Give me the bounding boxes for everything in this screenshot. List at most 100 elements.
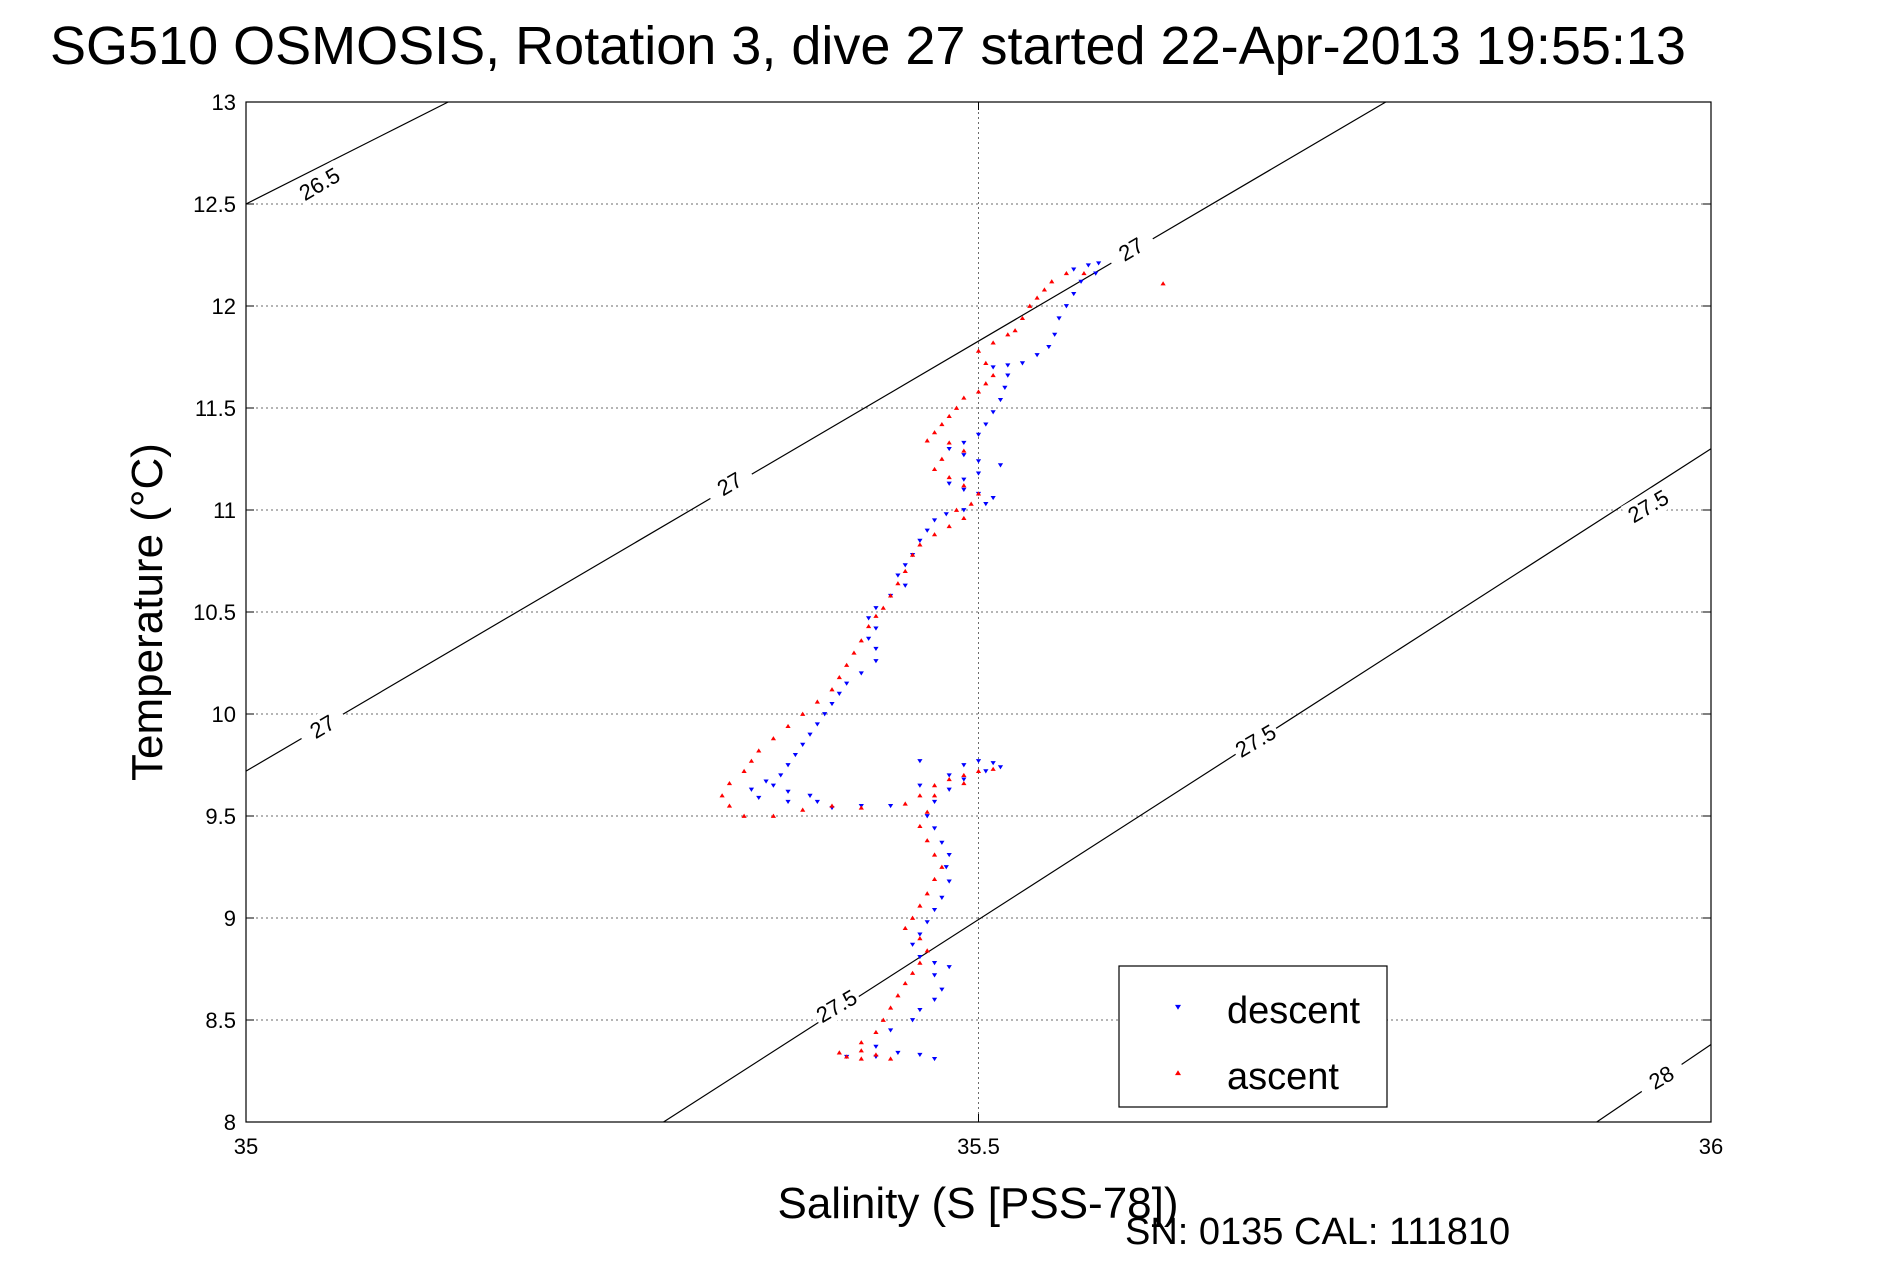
ascent-point [844,662,850,667]
legend-marker-descent [1175,1004,1181,1010]
descent-point [939,895,945,900]
descent-point [888,803,894,809]
ascent-point [888,593,894,598]
ascent-point [917,960,923,965]
ascent-point [946,413,952,418]
descent-point [763,779,769,784]
ascent-point [902,801,908,806]
descent-point [792,752,798,758]
descent-point [983,769,989,774]
descent-point [1052,332,1058,337]
ascent-point [829,803,835,808]
contour-label-backdrop [809,982,864,1030]
ascent-point [1019,315,1026,321]
descent-point [858,671,864,676]
contour-label-backdrop [702,460,757,507]
descent-point [924,920,930,925]
ascent-point [770,813,776,818]
descent-point [1019,361,1026,366]
ascent-point [961,515,967,520]
ascent-point [975,348,982,353]
ascent-point [975,389,982,394]
ascent-point [836,1050,842,1055]
ascent-point [924,838,930,843]
ascent-point [1012,328,1018,333]
ascent-point [858,1048,864,1053]
descent-point [909,1018,916,1023]
descent-point [924,814,930,819]
descent-point [943,865,949,870]
ascent-point [748,758,755,763]
descent-point [1093,271,1099,276]
y-tick-label: 12 [212,294,236,319]
ascent-point [931,430,938,435]
descent-point [990,495,996,501]
ascent-point [975,491,982,496]
descent-point [946,773,952,778]
descent-point [1071,267,1077,272]
descent-point [1078,279,1084,284]
descent-point [748,787,755,792]
legend-box [1118,965,1388,1108]
ascent-point [917,823,923,829]
descent-point [829,701,835,707]
descent-point [888,1028,894,1033]
ascent-point [924,809,930,814]
descent-point [1005,363,1011,368]
ascent-point [770,736,776,741]
ascent-point [946,523,952,529]
contour-label-backdrop [1228,717,1283,764]
ascent-point [990,766,996,771]
ascent-point [946,776,952,782]
ascent-point [719,793,725,798]
descent-point [946,852,952,858]
ascent-point [858,1040,864,1045]
legend-marker-ascent [1175,1070,1181,1076]
ascent-point [888,1056,894,1061]
descent-point [800,742,806,747]
contour-label-backdrop [294,702,350,750]
ascent-point [895,581,901,586]
descent-point [943,512,949,517]
ascent-point [1041,287,1048,292]
serial-calibration-text: SN: 0135 CAL: 111810 [1125,1211,1510,1253]
ascent-point [1063,271,1069,276]
descent-point [1085,263,1091,268]
ascent-point [917,903,923,908]
ascent-point [909,552,916,557]
descent-point [770,783,776,788]
ascent-point [924,438,930,443]
ascent-point [858,805,864,810]
descent-point [975,432,982,437]
ascent-point [1034,295,1040,300]
ascent-point [844,1054,850,1059]
descent-point [961,487,967,492]
descent-point [909,942,916,947]
descent-point [822,712,828,717]
legend: descent ascent [1118,965,1388,1108]
descent-point [756,795,762,800]
ascent-point [829,687,835,692]
ascent-point [1027,303,1033,308]
descent-point [866,616,872,621]
descent-point [961,508,967,513]
descent-point [873,606,879,611]
x-axis-label: Salinity (S [PSS-78]) [777,1179,1178,1228]
descent-point [946,965,952,970]
descent-point [961,477,967,482]
descent-point [807,732,813,737]
descent-point [946,446,952,452]
ascent-point [961,781,967,786]
ascent-point [931,876,938,882]
descent-point [917,783,923,788]
descent-point [931,961,938,966]
y-tick-label: 13 [212,90,236,115]
descent-point [983,502,989,507]
ascent-point [836,674,842,680]
descent-point [895,1050,901,1055]
descent-point [1005,373,1011,378]
y-tick-label: 10 [212,702,236,727]
descent-point [873,659,879,664]
